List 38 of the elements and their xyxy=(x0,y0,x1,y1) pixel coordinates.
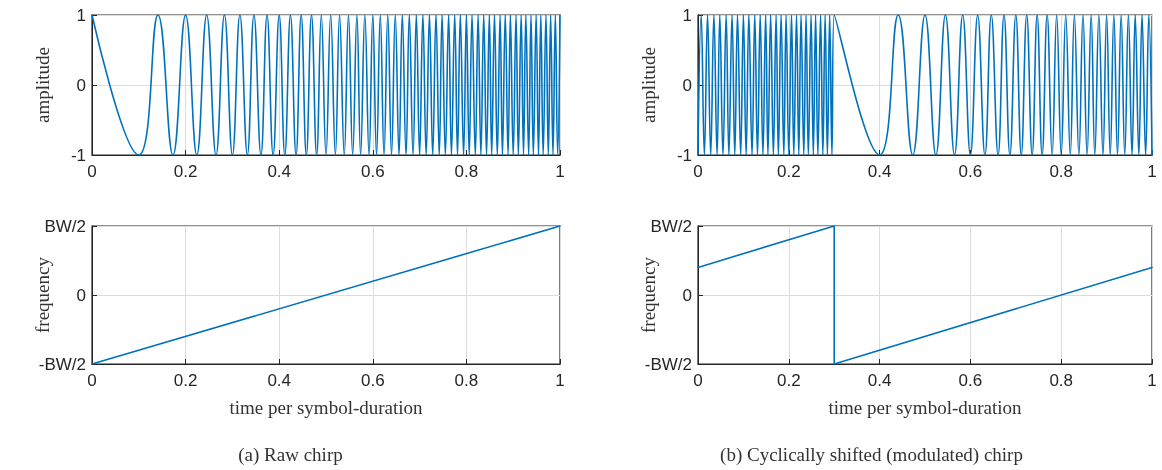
x-tick-label: 1 xyxy=(555,371,565,390)
y-tick-label: -1 xyxy=(70,145,86,165)
x-tick-label: 0.2 xyxy=(776,371,801,390)
x-tick-label: 1 xyxy=(555,162,565,181)
x-tick-label: 0.4 xyxy=(267,371,292,390)
x-tick-label: 0.6 xyxy=(360,162,385,181)
x-tick-label: 0.4 xyxy=(867,371,892,390)
y-tick-label: 0 xyxy=(682,75,692,95)
x-tick-label: 0.8 xyxy=(454,162,479,181)
x-tick-label: 0.2 xyxy=(173,162,198,181)
x-tick-label: 0.6 xyxy=(360,371,385,390)
x-tick-label: 0.4 xyxy=(867,162,892,181)
x-tick-label: 0.8 xyxy=(1049,371,1074,390)
x-tick-label: 0.2 xyxy=(776,162,801,181)
x-axis-title: time per symbol-duration xyxy=(828,397,1023,418)
y-axis-title: amplitude xyxy=(638,47,659,123)
x-tick-label: 0.4 xyxy=(267,162,292,181)
x-tick-label: 0.8 xyxy=(454,371,479,390)
y-tick-label: -1 xyxy=(676,145,692,165)
y-tick-label: 0 xyxy=(76,75,86,95)
text: BW/2 xyxy=(44,216,86,236)
x-tick-label: 0.8 xyxy=(1049,162,1074,181)
x-axis-title: time per symbol-duration xyxy=(229,397,424,418)
y-tick-label: 1 xyxy=(682,5,692,25)
y-axis-title: frequency xyxy=(32,256,53,333)
text: -BW/2 xyxy=(644,354,692,374)
text: BW/2 xyxy=(650,216,692,236)
text: (b) Cyclically shifted (modulated) chirp xyxy=(720,444,1023,466)
text: (a) Raw chirp xyxy=(238,444,343,466)
text: -BW/2 xyxy=(38,354,86,374)
x-tick-label: 0.6 xyxy=(958,371,983,390)
y-axis-title: amplitude xyxy=(32,47,53,123)
y-tick-label: 1 xyxy=(76,5,86,25)
x-tick-label: 0.2 xyxy=(173,371,198,390)
x-tick-label: 0.6 xyxy=(958,162,983,181)
x-tick-label: 1 xyxy=(1147,162,1157,181)
x-tick-label: 1 xyxy=(1147,371,1157,390)
y-axis-title: frequency xyxy=(638,256,659,333)
